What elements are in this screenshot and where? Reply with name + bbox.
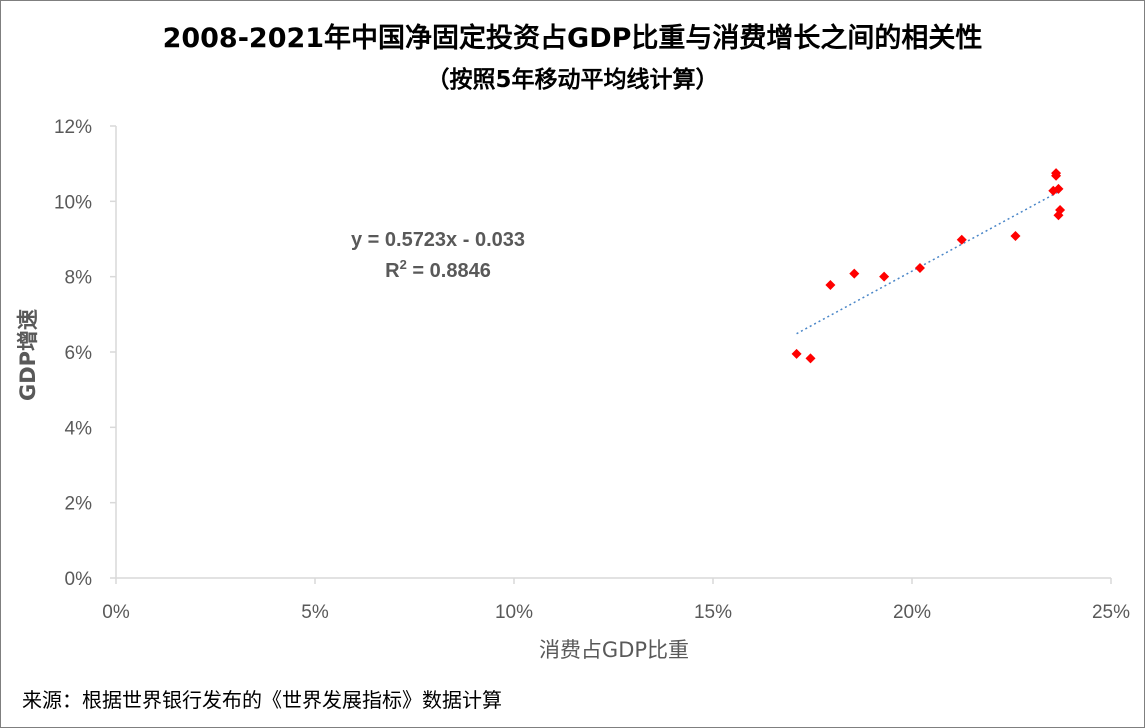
x-tick-label: 20% (893, 602, 931, 623)
x-tick-label: 5% (301, 602, 329, 623)
y-tick-label: 6% (65, 343, 93, 364)
y-tick-label: 10% (54, 192, 92, 213)
scatter-point (1055, 204, 1066, 215)
r-squared-value: = 0.8846 (407, 260, 491, 282)
scatter-point (956, 234, 967, 245)
y-tick-label: 2% (65, 494, 93, 515)
x-axis-title: 消费占GDP比重 (539, 638, 689, 662)
x-tick-label: 10% (495, 602, 533, 623)
y-tick-label: 4% (65, 418, 93, 439)
trendline (796, 190, 1061, 335)
chart-title: 2008-2021年中国净固定投资占GDP比重与消费增长之间的相关性 (162, 23, 983, 54)
r-squared-label: R2 = 0.8846 (385, 257, 491, 282)
y-axis-title: GDP增速 (16, 309, 40, 401)
scatter-point (849, 268, 860, 279)
y-tick-label: 0% (65, 569, 93, 590)
scatter-point (825, 279, 836, 290)
x-tick-label: 15% (694, 602, 732, 623)
scatter-point (1053, 183, 1064, 194)
scatter-point (1010, 230, 1021, 241)
x-tick-label: 0% (102, 602, 130, 623)
r-squared-sup: 2 (400, 257, 407, 272)
scatter-point (914, 263, 925, 274)
scatter-point (1051, 168, 1062, 179)
y-tick-label: 8% (65, 268, 93, 289)
scatter-point (791, 348, 802, 359)
scatter-point (879, 271, 890, 282)
chart-subtitle: （按照5年移动平均线计算） (426, 67, 719, 93)
trendline-equation: y = 0.5723x - 0.033 (351, 229, 525, 251)
x-tick-label: 25% (1092, 602, 1130, 623)
scatter-point (805, 353, 816, 364)
source-note: 来源：根据世界银行发布的《世界发展指标》数据计算 (22, 688, 502, 712)
r-squared-prefix: R (385, 260, 400, 282)
y-tick-label: 12% (54, 117, 92, 138)
